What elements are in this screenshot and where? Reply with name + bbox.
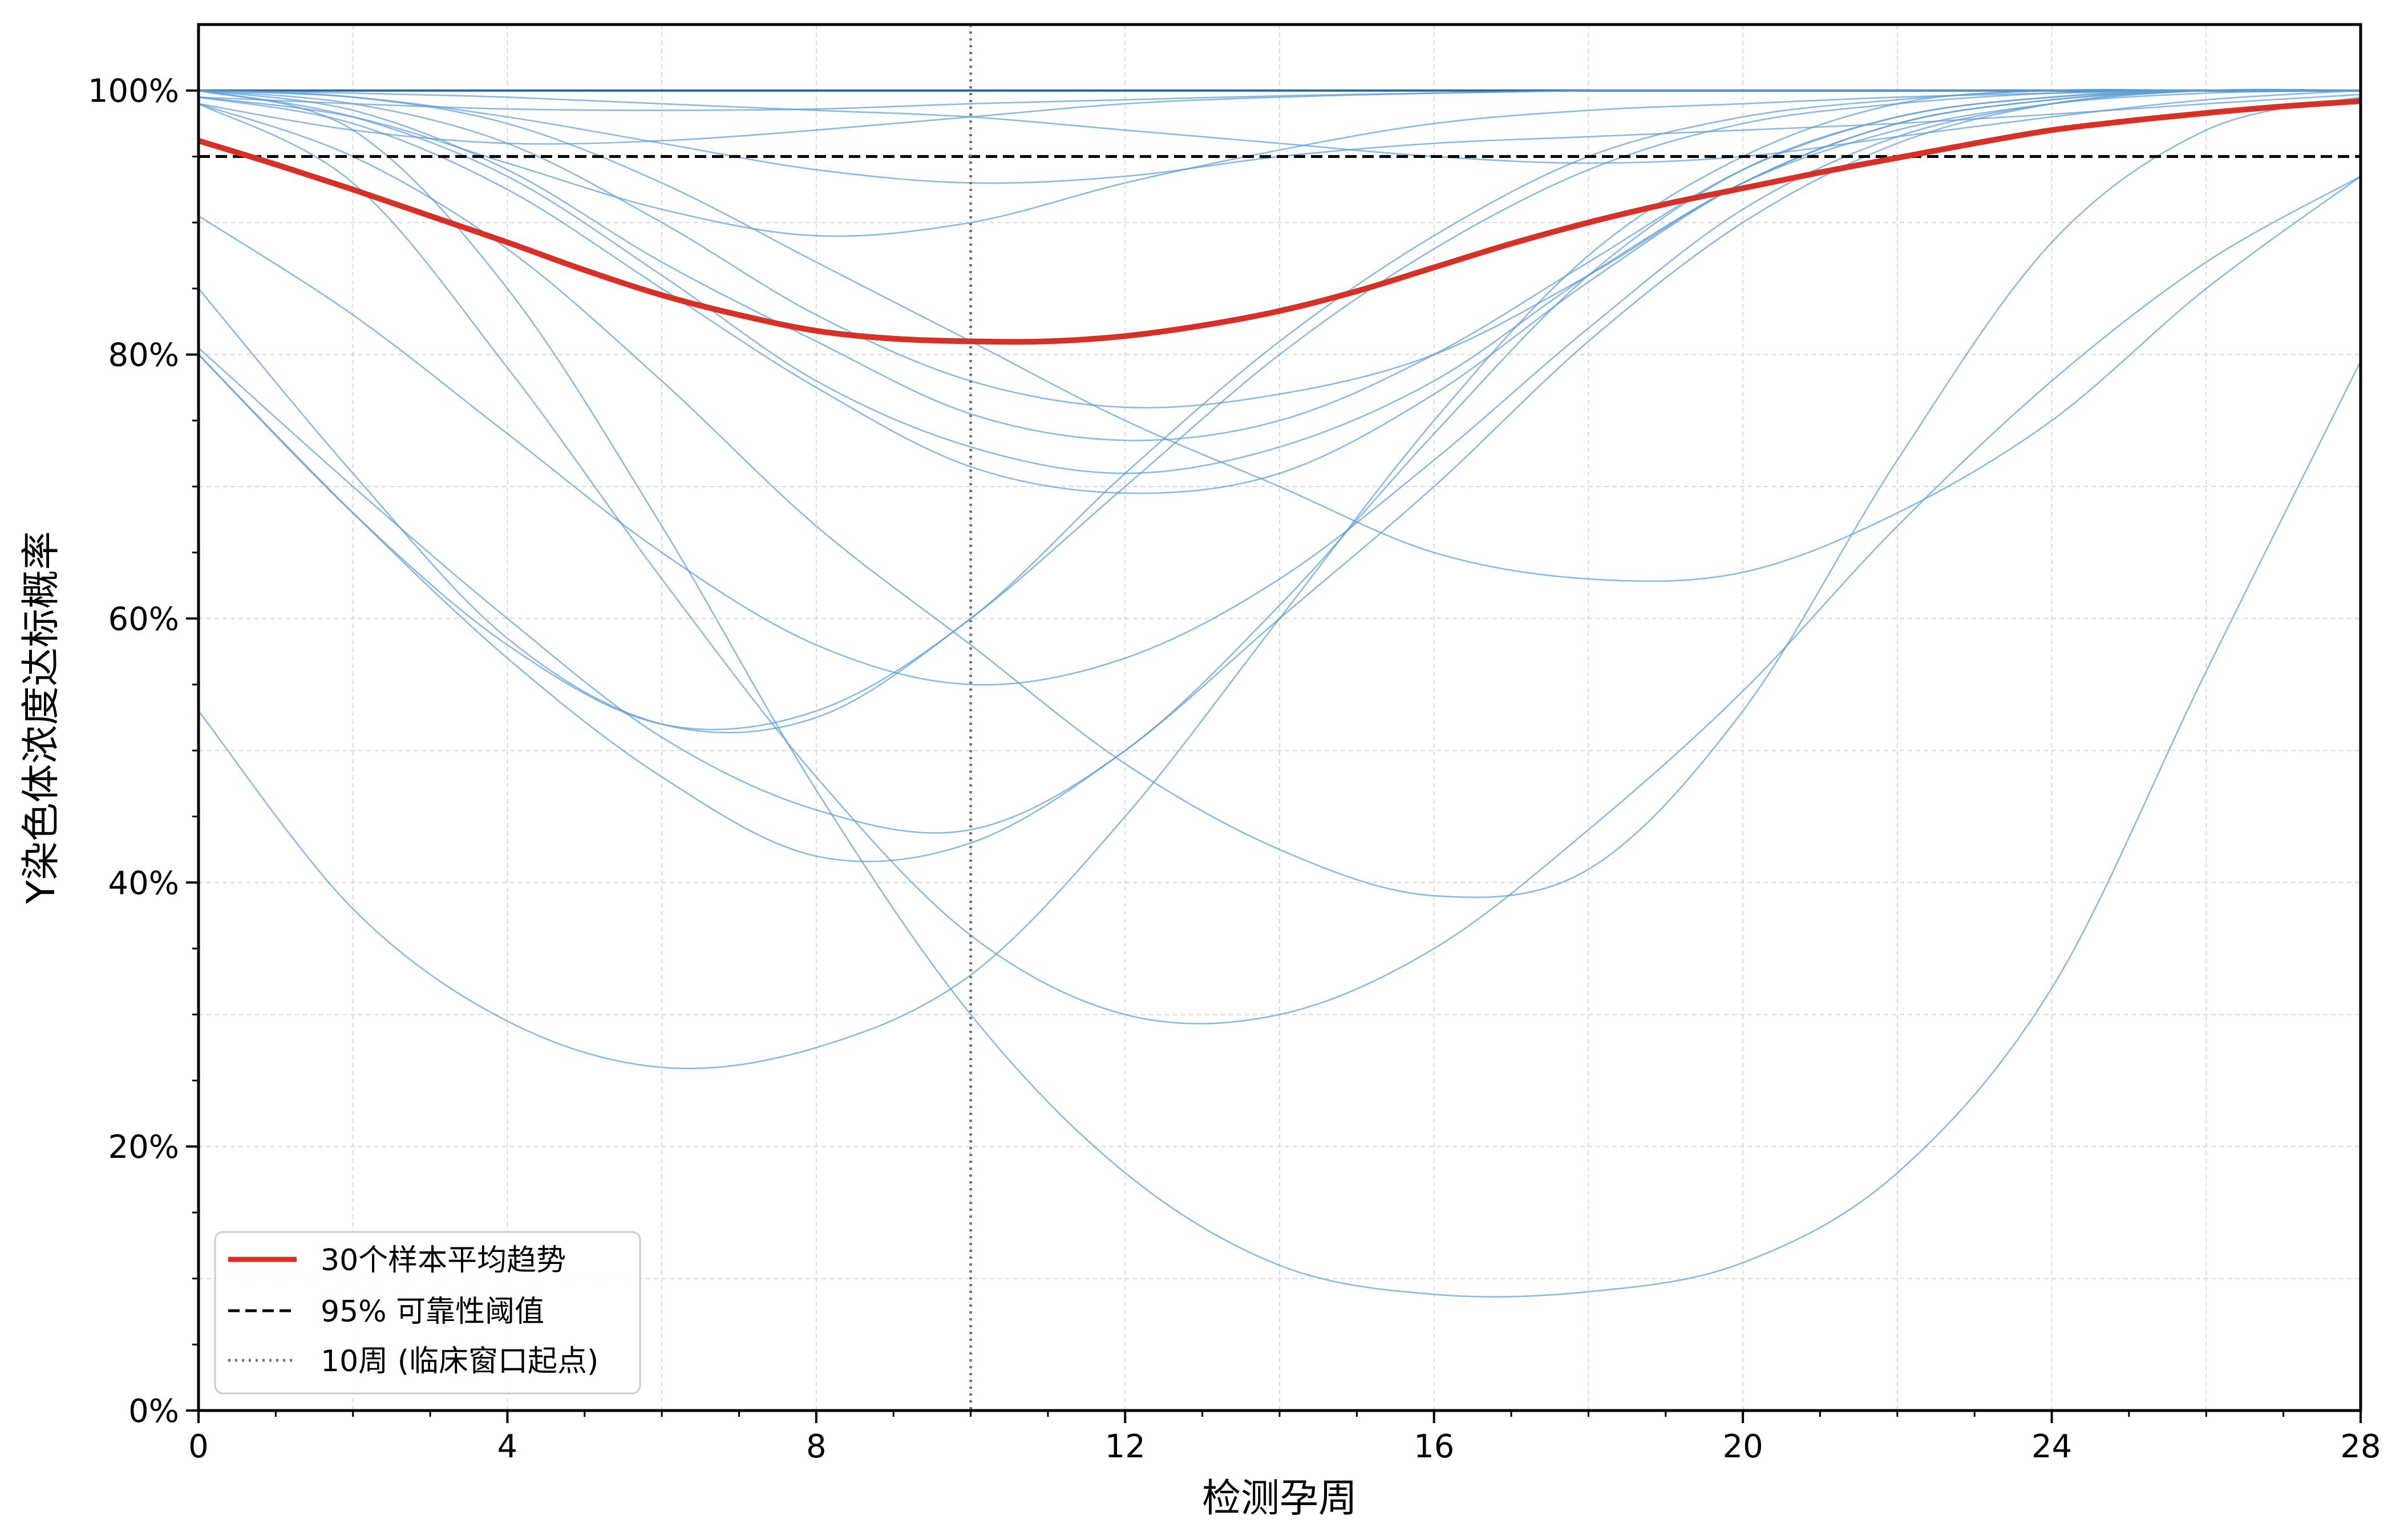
y-tick-label: 100%: [88, 73, 179, 110]
sample-series-line: [199, 90, 2361, 1298]
y-tick-label: 60%: [108, 601, 179, 638]
legend-vline-label: 10周 (临床窗口起点): [321, 1344, 598, 1379]
sample-series-line: [199, 103, 2361, 1024]
x-tick-label: 16: [1414, 1428, 1454, 1465]
legend-threshold-label: 95% 可靠性阈值: [321, 1295, 544, 1329]
y-tick-label: 0%: [128, 1393, 179, 1430]
sample-series-line: [199, 89, 2361, 834]
y-axis-label: Y染色体浓度达标概率: [19, 531, 64, 905]
legend-mean-label: 30个样本平均趋势: [321, 1243, 566, 1278]
x-tick-label: 0: [188, 1428, 209, 1465]
sample-series-group: [199, 88, 2361, 1298]
sample-series-line: [199, 90, 2361, 409]
mean-series-group: [199, 98, 2361, 345]
sample-series-line: [199, 90, 2361, 733]
x-tick-label: 12: [1105, 1428, 1146, 1465]
sample-series-line: [199, 96, 2361, 898]
legend: 30个样本平均趋势 95% 可靠性阈值 10周 (临床窗口起点): [214, 1231, 641, 1395]
x-axis-label: 检测孕周: [1202, 1476, 1357, 1521]
legend-box: [214, 1231, 641, 1395]
y-tick-label: 20%: [108, 1129, 179, 1166]
sample-series-line: [199, 88, 2361, 686]
ticks: 0 4 8 12 16 20 24 28 0% 20% 40% 60% 80% 100%: [88, 73, 2381, 1465]
sample-series-line: [199, 88, 2361, 1069]
sample-series-line: [199, 90, 2361, 145]
sample-series-line: [199, 90, 2361, 237]
sample-series-line: [199, 90, 2361, 164]
y-tick-label: 80%: [108, 337, 179, 374]
sample-series-line: [199, 90, 2361, 582]
x-tick-label: 24: [2031, 1428, 2072, 1465]
x-tick-label: 8: [806, 1428, 827, 1465]
sample-series-line: [199, 89, 2361, 495]
y-tick-label: 40%: [108, 865, 179, 902]
x-tick-label: 28: [2340, 1428, 2381, 1465]
sample-series-line: [199, 88, 2361, 862]
x-tick-label: 20: [1723, 1428, 1763, 1465]
x-tick-label: 4: [497, 1428, 518, 1465]
mean-series-line: [199, 98, 2361, 345]
reference-lines: [199, 25, 2361, 1411]
